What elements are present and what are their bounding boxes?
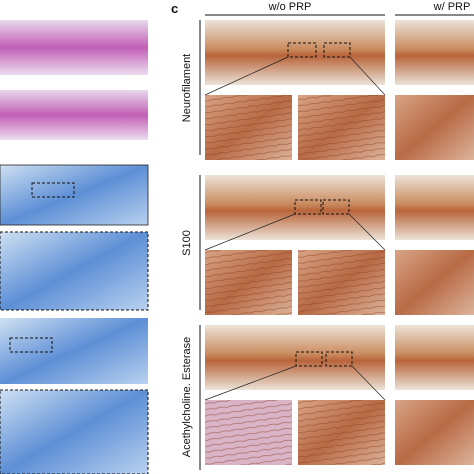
micrograph <box>0 318 148 384</box>
micrograph <box>0 164 149 226</box>
zoom-box <box>323 42 351 58</box>
row-ache <box>204 325 474 465</box>
texture <box>205 250 292 315</box>
zoom-box <box>9 337 53 353</box>
zoom-box <box>294 199 322 215</box>
texture <box>298 250 385 315</box>
panel-label: c <box>171 1 178 16</box>
texture <box>298 400 385 465</box>
zoom-box <box>325 351 353 367</box>
zoom-frame <box>0 389 149 474</box>
connector <box>204 213 296 251</box>
micrograph <box>0 232 148 310</box>
texture <box>205 95 292 160</box>
texture <box>298 95 385 160</box>
micrograph <box>395 175 474 240</box>
texture <box>205 400 292 465</box>
left-panels <box>0 20 149 474</box>
column-header: w/ PRP <box>433 1 471 13</box>
connector <box>204 56 289 96</box>
connector <box>348 213 386 251</box>
micrograph <box>395 20 474 85</box>
micrograph <box>205 325 385 390</box>
micrograph <box>205 20 385 85</box>
connector <box>351 365 386 401</box>
row-neurofilament <box>204 20 474 160</box>
zoom-box <box>31 182 75 198</box>
micrograph <box>395 95 474 160</box>
connector <box>349 56 386 96</box>
zoom-frame <box>0 231 149 311</box>
micrograph <box>0 20 148 75</box>
column-header: w/o PRP <box>268 1 312 13</box>
zoom-box <box>322 199 350 215</box>
row-label: Neurofilament <box>181 54 193 122</box>
micrograph <box>0 390 148 474</box>
micrograph <box>0 90 148 140</box>
micrograph <box>395 325 474 390</box>
micrograph <box>395 400 474 465</box>
zoom-box <box>287 42 317 58</box>
row-s100 <box>204 175 474 315</box>
connector <box>204 365 297 401</box>
row-label: Acethylcholine. Esterase <box>181 337 193 457</box>
row-label: S100 <box>181 230 193 256</box>
micrograph <box>395 250 474 315</box>
zoom-box <box>295 351 323 367</box>
